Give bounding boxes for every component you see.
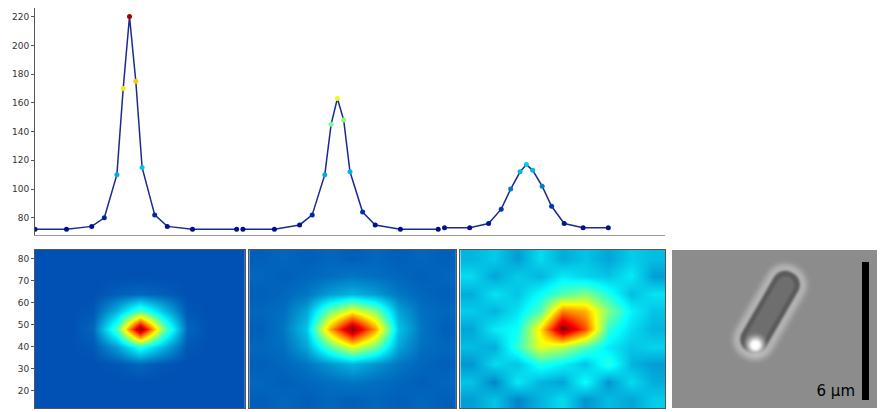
svg-text:6 μm: 6 μm: [817, 382, 855, 400]
svg-text:180: 180: [12, 69, 29, 79]
svg-text:50: 50: [18, 320, 30, 330]
svg-text:40: 40: [18, 342, 30, 352]
svg-text:200: 200: [12, 41, 29, 51]
svg-text:70: 70: [18, 276, 30, 286]
svg-text:220: 220: [12, 12, 29, 22]
svg-text:80: 80: [18, 213, 30, 223]
svg-text:160: 160: [12, 98, 29, 108]
svg-text:20: 20: [18, 386, 30, 396]
svg-text:60: 60: [18, 298, 30, 308]
svg-text:30: 30: [18, 364, 30, 374]
svg-text:100: 100: [12, 184, 29, 194]
svg-text:120: 120: [12, 155, 29, 165]
svg-text:80: 80: [18, 254, 30, 264]
svg-text:140: 140: [12, 127, 29, 137]
